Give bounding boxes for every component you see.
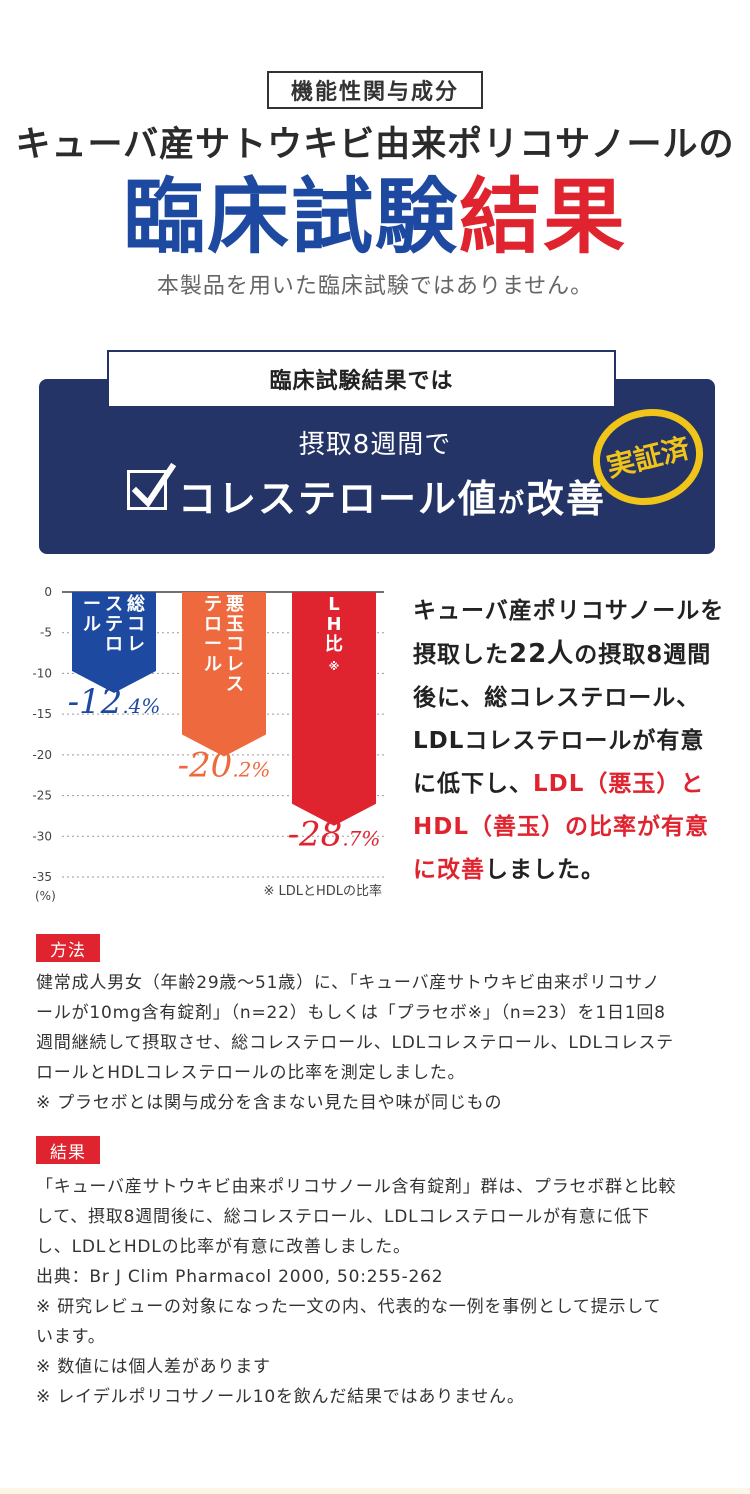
desc-l2b: 22人: [509, 639, 575, 669]
chart-category-label: ール: [83, 594, 101, 635]
desc-l7b: しました。: [485, 857, 605, 883]
result-line: 「キューバ産サトウキビ由来ポリコサノール含有錠剤」群は、プラセボ群と比較: [36, 1177, 677, 1197]
chart-y-tick-label: -15: [32, 707, 52, 721]
chart-y-ticks: 0 -5 -10 -15 -20 -25 -30 -35: [32, 585, 52, 884]
disclaimer-text: 本製品を用いた臨床試験ではありません。: [156, 274, 594, 299]
desc-l2a: 摂取した: [413, 642, 509, 668]
chart-y-tick-label: -10: [32, 666, 52, 680]
chart-note: ※ LDLとHDLの比率: [263, 883, 382, 899]
result-line: ※ 研究レビューの対象になった一文の内、代表的な一例を事例として提示して: [36, 1297, 662, 1317]
method-line: ロールとHDLコレステロールの比率を測定しました。: [36, 1063, 466, 1083]
desc-line-7: に改善しました。: [413, 849, 733, 892]
chart-y-tick-label: -30: [32, 829, 52, 843]
result-line: して、摂取8週間後に、総コレステロール、LDLコレステロールが有意に低下: [36, 1207, 650, 1227]
result-line: います。: [36, 1327, 106, 1347]
desc-l2d: 摂取8週間: [598, 642, 712, 668]
page-bottom-strip: [0, 1488, 750, 1494]
title-blue-part: 臨床試験: [122, 170, 459, 265]
chart-category-label: 悪玉コレス: [226, 594, 244, 695]
desc-line-4: LDLコレステロールが有意: [413, 728, 705, 754]
result-text: 「キューバ産サトウキビ由来ポリコサノール含有錠剤」群は、プラセボ群と比較 して、…: [36, 1172, 726, 1412]
desc-l7a: に改善: [413, 857, 485, 883]
desc-l5b: LDL（悪玉）と: [533, 771, 705, 797]
summary-main-a: コレステロール値: [178, 477, 499, 521]
desc-line-2: 摂取した22人の摂取8週間: [413, 633, 733, 677]
desc-l2c: の: [574, 642, 599, 668]
summary-main-b: が: [498, 489, 527, 519]
chart-value-label: -12.4%: [68, 682, 161, 722]
chart-bar: [292, 592, 376, 826]
desc-l5a: に低下し、: [413, 771, 533, 797]
result-description: キューバ産ポリコサノールを 摂取した22人の摂取8週間 後に、総コレステロール、…: [413, 590, 733, 892]
method-line: ールが10mg含有錠剤」（n=22）もしくは「プラセボ※」（n=23）を1日1回…: [36, 1003, 666, 1023]
result-tag: 結果: [36, 1136, 100, 1164]
method-line: 週間継続して摂取させ、総コレステロール、LDLコレステロール、LDLコレステ: [36, 1033, 674, 1053]
result-line: 出典：Br J Clim Pharmacol 2000, 50:255-262: [36, 1267, 444, 1287]
clinical-trial-title: 臨床試験結果: [0, 168, 750, 268]
chart-value-label: -28.7%: [288, 815, 381, 855]
result-line: ※ レイデルポリコサノール10を飲んだ結果ではありません。: [36, 1387, 525, 1407]
chart-y-tick-label: -25: [32, 789, 52, 803]
chart-y-unit: (%): [35, 889, 56, 903]
chart-y-tick-label: -35: [32, 870, 52, 884]
headline: キューバ産サトウキビ由来ポリコサノールの: [15, 125, 735, 165]
desc-line-1: キューバ産ポリコサノールを: [413, 598, 725, 624]
chart-y-tick-label: -20: [32, 748, 52, 762]
chart-category-label: テロール: [204, 594, 222, 675]
chart-y-tick-label: -5: [40, 626, 52, 640]
desc-line-5: に低下し、LDL（悪玉）と: [413, 763, 733, 806]
method-tag: 方法: [36, 934, 100, 962]
summary-main-text: コレステロール値が改善: [178, 468, 606, 523]
method-text: 健常成人男女（年齢29歳～51歳）に、「キューバ産サトウキビ由来ポリコサノ ール…: [36, 968, 726, 1118]
chart-bar: [72, 592, 156, 693]
result-line: し、LDLとHDLの比率が有意に改善しました。: [36, 1237, 411, 1257]
functional-ingredient-badge: 機能性関与成分: [267, 71, 483, 109]
chart-category-label: L H 比※: [325, 594, 343, 673]
proven-stamp-icon: 実証済: [590, 403, 708, 509]
summary-subtext: 摂取8週間で: [298, 430, 452, 460]
desc-line-6: HDL（善玉）の比率が有意: [413, 814, 709, 840]
method-line: ※ プラセボとは関与成分を含まない見た目や味が同じもの: [36, 1093, 503, 1113]
title-red-part: 結果: [459, 170, 628, 265]
chart-category-label: ステロ: [105, 594, 123, 655]
method-line: 健常成人男女（年齢29歳～51歳）に、「キューバ産サトウキビ由来ポリコサノ: [36, 973, 661, 993]
summary-main-c: 改善: [526, 477, 607, 521]
chart-y-tick-label: 0: [44, 585, 52, 599]
summary-label: 臨床試験結果では: [107, 350, 616, 408]
summary-panel: [39, 379, 715, 554]
result-line: ※ 数値には個人差があります: [36, 1357, 271, 1377]
chart-category-label: 総コレ: [127, 593, 145, 655]
chart-bar: [182, 592, 266, 757]
desc-line-3: 後に、総コレステロール、: [413, 685, 701, 711]
checkmark-icon: [127, 462, 176, 510]
chart-value-label: -20.2%: [178, 745, 271, 785]
